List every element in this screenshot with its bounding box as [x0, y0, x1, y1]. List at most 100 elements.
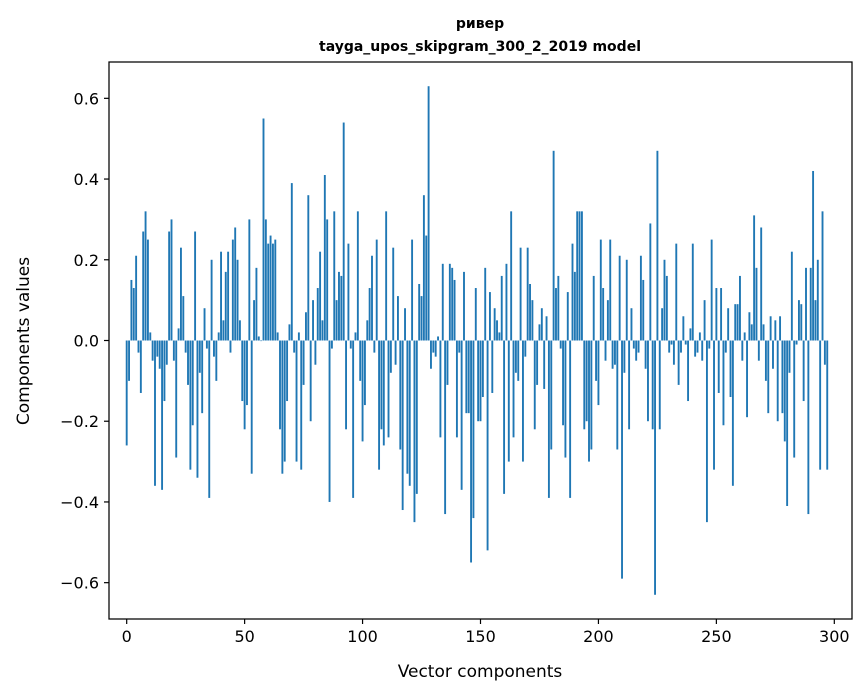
bar-148: [474, 288, 477, 341]
bar-292: [814, 300, 817, 341]
bar-88: [333, 211, 336, 341]
bar-190: [573, 271, 576, 341]
bar-225: [656, 150, 659, 341]
bar-285: [797, 300, 800, 341]
bar-238: [687, 340, 690, 402]
bar-291: [812, 170, 815, 341]
bar-108: [380, 340, 383, 430]
bar-7: [142, 231, 145, 341]
bar-290: [809, 267, 812, 341]
bar-158: [498, 332, 501, 341]
y-tick-label: 0.6: [74, 89, 99, 108]
bar-24: [182, 296, 185, 341]
bar-167: [519, 247, 522, 341]
bar-136: [446, 340, 449, 385]
x-tick-label: 100: [347, 627, 378, 646]
bar-53: [250, 340, 253, 474]
bar-156: [493, 308, 496, 341]
bar-92: [342, 122, 345, 341]
bar-32: [201, 340, 204, 414]
y-tick-label: −0.4: [60, 493, 99, 512]
bar-84: [323, 175, 326, 341]
bar-262: [743, 332, 746, 341]
bar-218: [639, 255, 642, 341]
bar-220: [644, 340, 647, 369]
bar-54: [253, 300, 256, 341]
bar-264: [748, 312, 751, 341]
bar-254: [724, 340, 727, 353]
bar-203: [604, 340, 607, 361]
bar-1: [128, 340, 130, 381]
bar-31: [198, 340, 201, 373]
bar-110: [385, 211, 388, 341]
bar-153: [486, 340, 489, 551]
bar-100: [361, 340, 364, 442]
bar-45: [231, 239, 234, 341]
bar-272: [767, 340, 770, 414]
bar-6: [139, 340, 142, 393]
bar-278: [781, 340, 784, 414]
bar-182: [555, 288, 557, 341]
bar-235: [680, 340, 682, 353]
bar-231: [670, 340, 673, 345]
bar-94: [347, 243, 350, 341]
bar-14: [158, 340, 161, 369]
bar-17: [165, 340, 168, 365]
bar-142: [460, 340, 463, 490]
x-tick-label: 250: [701, 627, 732, 646]
bar-169: [524, 340, 527, 357]
bar-111: [387, 340, 390, 438]
chart-subtitle: tayga_upos_skipgram_300_2_2019 model: [319, 39, 641, 55]
bar-174: [536, 340, 539, 385]
bar-198: [592, 275, 595, 341]
bar-265: [750, 324, 753, 341]
bar-236: [682, 316, 685, 341]
bar-134: [441, 263, 444, 341]
bar-143: [463, 271, 465, 341]
bar-208: [616, 340, 619, 450]
y-axis: −0.6 −0.4 −0.2 0.0 0.2 0.4 0.6: [60, 89, 109, 593]
bar-4: [135, 255, 138, 341]
bar-139: [453, 279, 456, 341]
bar-246: [705, 340, 708, 523]
bar-197: [590, 340, 593, 450]
bar-65: [279, 340, 281, 430]
bar-173: [533, 340, 536, 430]
bar-129: [430, 340, 432, 369]
bar-177: [543, 340, 546, 389]
bar-283: [793, 340, 796, 458]
bar-151: [481, 340, 484, 398]
bar-196: [588, 340, 590, 462]
bar-237: [684, 340, 687, 345]
bar-294: [819, 340, 822, 470]
bar-91: [340, 275, 343, 341]
bar-12: [154, 340, 156, 486]
bar-273: [769, 316, 772, 341]
y-tick-label: 0.4: [74, 170, 99, 189]
bar-210: [621, 340, 623, 579]
bar-118: [404, 308, 406, 341]
bar-124: [418, 283, 421, 341]
bar-60: [267, 243, 270, 341]
bar-199: [595, 340, 598, 381]
bar-115: [397, 296, 399, 341]
bar-178: [545, 316, 548, 341]
bar-209: [618, 255, 621, 341]
bar-95: [349, 340, 352, 349]
bar-227: [661, 308, 664, 341]
bar-103: [368, 288, 371, 341]
bar-179: [547, 340, 550, 498]
bar-155: [491, 340, 494, 393]
bar-170: [526, 247, 529, 341]
bar-229: [665, 275, 668, 341]
y-tick-label: −0.6: [60, 574, 99, 593]
bar-247: [708, 340, 711, 349]
x-tick-label: 150: [465, 627, 496, 646]
bar-59: [264, 219, 267, 341]
bar-230: [668, 340, 671, 353]
bar-159: [500, 275, 503, 341]
bar-275: [774, 320, 777, 341]
bar-163: [510, 211, 513, 341]
bar-46: [234, 227, 237, 341]
bar-48: [238, 320, 241, 341]
